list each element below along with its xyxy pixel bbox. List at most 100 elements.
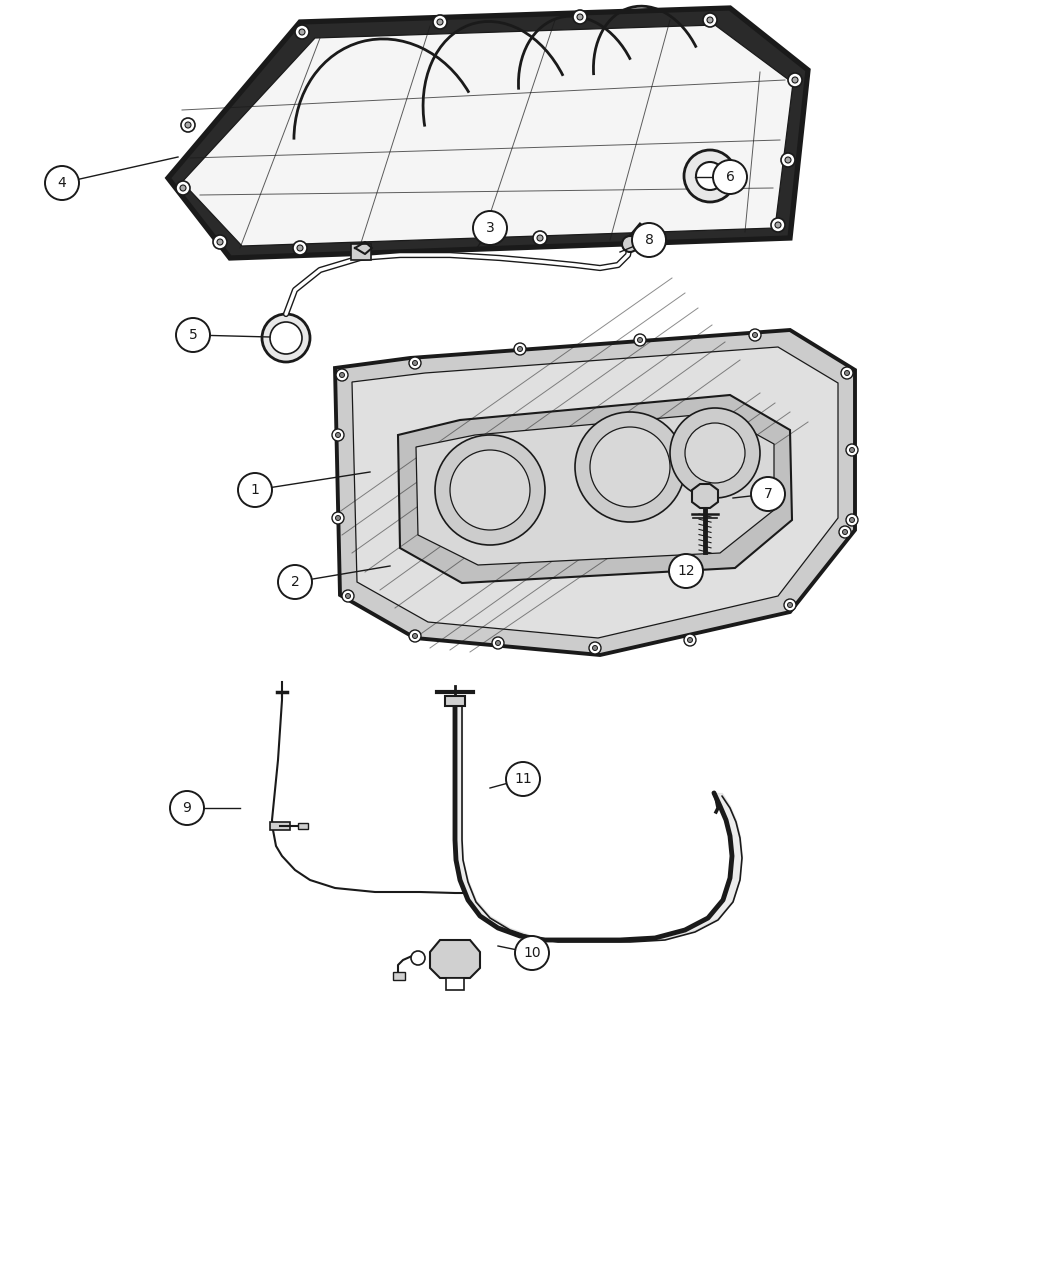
Circle shape	[410, 357, 421, 368]
Circle shape	[637, 338, 643, 343]
Polygon shape	[430, 940, 480, 978]
Circle shape	[492, 638, 504, 649]
Text: 1: 1	[251, 483, 259, 497]
Circle shape	[785, 157, 791, 163]
Polygon shape	[692, 484, 718, 507]
Circle shape	[345, 593, 351, 598]
Circle shape	[506, 762, 540, 796]
FancyBboxPatch shape	[298, 822, 308, 829]
Text: 11: 11	[514, 771, 532, 785]
Circle shape	[751, 477, 785, 511]
Circle shape	[578, 14, 583, 20]
Text: 9: 9	[183, 801, 191, 815]
Polygon shape	[446, 978, 464, 989]
Circle shape	[696, 162, 724, 190]
Circle shape	[844, 371, 849, 376]
Circle shape	[433, 15, 447, 29]
Circle shape	[472, 210, 507, 245]
Circle shape	[496, 640, 501, 645]
Circle shape	[749, 329, 761, 340]
FancyBboxPatch shape	[270, 822, 290, 830]
Circle shape	[669, 555, 704, 588]
Circle shape	[788, 73, 802, 87]
Circle shape	[336, 515, 340, 520]
Circle shape	[270, 323, 302, 354]
Circle shape	[217, 238, 223, 245]
Circle shape	[670, 408, 760, 499]
Circle shape	[413, 634, 418, 639]
Circle shape	[238, 473, 272, 507]
Circle shape	[781, 153, 795, 167]
Polygon shape	[182, 26, 793, 246]
Circle shape	[176, 181, 190, 195]
Circle shape	[336, 432, 340, 437]
Circle shape	[784, 599, 796, 611]
Circle shape	[262, 314, 310, 362]
Polygon shape	[416, 413, 774, 565]
Circle shape	[707, 17, 713, 23]
Circle shape	[297, 245, 303, 251]
Circle shape	[295, 26, 309, 40]
Circle shape	[518, 347, 523, 352]
Circle shape	[180, 185, 186, 191]
Circle shape	[849, 518, 855, 523]
Text: 5: 5	[189, 328, 197, 342]
Circle shape	[622, 236, 638, 252]
Circle shape	[575, 412, 685, 521]
Circle shape	[45, 166, 79, 200]
Text: 4: 4	[58, 176, 66, 190]
Circle shape	[632, 223, 666, 258]
Circle shape	[332, 428, 344, 441]
Circle shape	[634, 334, 646, 346]
Circle shape	[342, 590, 354, 602]
Circle shape	[413, 361, 418, 366]
Text: 2: 2	[291, 575, 299, 589]
Circle shape	[684, 150, 736, 201]
Circle shape	[839, 527, 850, 538]
Circle shape	[537, 235, 543, 241]
Circle shape	[589, 643, 601, 654]
Circle shape	[771, 218, 785, 232]
Circle shape	[841, 367, 853, 379]
Circle shape	[176, 317, 210, 352]
Circle shape	[411, 951, 425, 965]
Circle shape	[792, 76, 798, 83]
Circle shape	[713, 159, 747, 194]
Circle shape	[514, 343, 526, 354]
Polygon shape	[352, 347, 838, 638]
Circle shape	[299, 29, 304, 34]
Circle shape	[170, 790, 204, 825]
Text: 12: 12	[677, 564, 695, 578]
Circle shape	[846, 444, 858, 456]
Circle shape	[336, 368, 348, 381]
Circle shape	[435, 435, 545, 544]
Text: 7: 7	[763, 487, 773, 501]
Circle shape	[685, 423, 746, 483]
Circle shape	[688, 638, 693, 643]
Circle shape	[293, 241, 307, 255]
Text: 3: 3	[485, 221, 495, 235]
Circle shape	[775, 222, 781, 228]
FancyBboxPatch shape	[393, 972, 405, 980]
Circle shape	[410, 630, 421, 643]
Circle shape	[278, 565, 312, 599]
FancyBboxPatch shape	[351, 244, 371, 260]
Circle shape	[684, 634, 696, 646]
Circle shape	[849, 448, 855, 453]
Text: 10: 10	[523, 946, 541, 960]
Circle shape	[846, 514, 858, 527]
Circle shape	[514, 936, 549, 970]
Circle shape	[753, 333, 757, 338]
Polygon shape	[335, 330, 855, 655]
Circle shape	[339, 372, 344, 377]
Text: 6: 6	[726, 170, 734, 184]
Circle shape	[573, 10, 587, 24]
Text: 8: 8	[645, 233, 653, 247]
Circle shape	[185, 122, 191, 128]
Circle shape	[592, 645, 597, 650]
Circle shape	[842, 529, 847, 534]
FancyBboxPatch shape	[445, 696, 465, 706]
Circle shape	[704, 13, 717, 27]
Circle shape	[788, 603, 793, 607]
Circle shape	[213, 235, 227, 249]
